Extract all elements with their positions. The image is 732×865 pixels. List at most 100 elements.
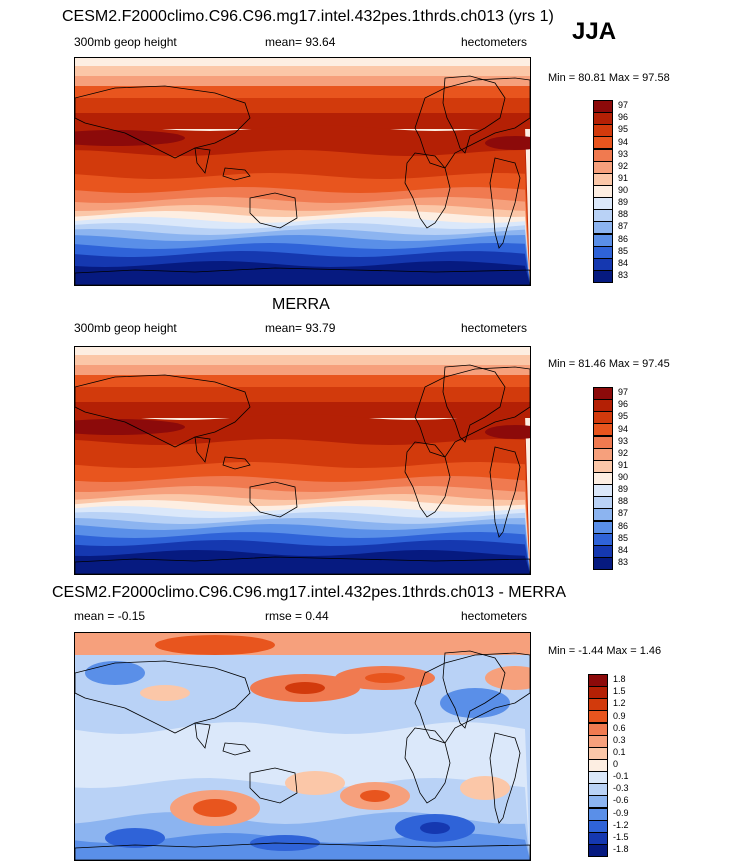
colorbar-tick-label: 0.3 <box>613 734 626 745</box>
contour-blob <box>360 790 390 802</box>
contour-blob <box>485 136 530 150</box>
colorbar-tick-label: -0.1 <box>613 771 629 782</box>
colorbar-swatch <box>588 831 608 845</box>
season-label: JJA <box>572 18 617 45</box>
coastline <box>75 556 530 574</box>
colorbar-tick-label: 0.1 <box>613 746 626 757</box>
colorbar-swatch <box>593 544 613 558</box>
contour-band <box>75 365 530 376</box>
colorbar-tick-label: 84 <box>618 257 629 268</box>
coastline <box>75 267 530 285</box>
contour-blob <box>140 685 190 701</box>
colorbar-tick-label: 97 <box>618 100 629 111</box>
colorbar-swatch <box>593 184 613 198</box>
colorbar-swatch <box>593 148 613 162</box>
colorbar-swatch <box>593 399 613 413</box>
colorbar-tick-label: -1.5 <box>613 831 629 842</box>
contour-blob <box>460 776 510 800</box>
colorbar-tick-label: 89 <box>618 484 629 495</box>
colorbar-tick-label: -0.6 <box>613 795 629 806</box>
panel-obs-mean: mean= 93.79 <box>265 321 336 335</box>
contour-blob <box>75 130 185 146</box>
colorbar-tick-label: 90 <box>618 185 629 195</box>
contour-band <box>75 86 530 99</box>
panel-obs-left-label: 300mb geop height <box>74 321 177 335</box>
colorbar-swatch <box>593 112 613 126</box>
colorbar-tick-label: 84 <box>618 544 629 555</box>
contour-blob <box>105 828 165 848</box>
coastline <box>442 75 506 154</box>
panel-diff-map-svg <box>75 633 530 860</box>
colorbar-swatch <box>593 508 613 522</box>
contour-band <box>75 66 530 77</box>
colorbar-tick-label: 1.5 <box>613 686 626 697</box>
colorbar-tick-label: 85 <box>618 245 629 256</box>
panel-diff-map <box>74 632 531 861</box>
coastline <box>489 446 521 538</box>
coastline <box>222 742 251 756</box>
colorbar-tick-label: 87 <box>618 508 629 519</box>
contour-band <box>75 76 530 87</box>
colorbar-tick-label: 92 <box>618 447 629 458</box>
panel-model-colorbar: 97 96 95 94 93 92 91 90 89 88 87 86 85 84 83 <box>593 100 663 283</box>
contour-band <box>75 355 530 366</box>
panel-model-minmax: Min = 80.81 Max = 97.58 <box>548 72 670 84</box>
coastline <box>222 456 251 470</box>
colorbar-swatch <box>588 758 608 772</box>
contour-band <box>75 550 530 574</box>
panel-diff-rmse: rmse = 0.44 <box>265 609 329 623</box>
contour-blob <box>193 799 237 817</box>
coastline <box>75 842 530 860</box>
panel-diff-units: hectometers <box>461 609 528 623</box>
colorbar-tick-label: 94 <box>618 136 629 147</box>
panel-obs-units: hectometers <box>461 321 528 335</box>
coastline <box>194 147 211 174</box>
colorbar-swatch <box>593 556 613 570</box>
coastline <box>414 652 530 744</box>
colorbar-swatch <box>588 722 608 736</box>
panel-model-units: hectometers <box>461 35 528 49</box>
contour-blob <box>285 682 325 694</box>
contour-band <box>75 347 530 356</box>
colorbar-tick-label: 95 <box>618 124 629 135</box>
colorbar-tick-label: 94 <box>618 423 629 434</box>
panel-obs-map <box>74 346 531 575</box>
coastline <box>489 157 521 249</box>
coastline <box>222 167 251 181</box>
coastline <box>194 722 211 749</box>
colorbar-tick-label: 96 <box>618 399 629 410</box>
panel-model-map-svg <box>75 58 530 285</box>
contour-blob <box>75 419 185 435</box>
contour-blob <box>285 771 345 795</box>
colorbar-tick-label: 86 <box>618 520 629 531</box>
contour-band <box>75 375 530 388</box>
colorbar-swatch <box>593 471 613 485</box>
contour-blob <box>365 673 405 683</box>
colorbar-tick-label: -0.3 <box>613 783 629 794</box>
panel-obs-colorbar: 97 96 95 94 93 92 91 90 89 88 87 86 85 84 83 <box>593 387 663 570</box>
colorbar-tick-label: -1.2 <box>613 819 629 830</box>
colorbar-tick-label: 91 <box>618 172 629 183</box>
coastline <box>442 650 506 729</box>
colorbar-tick-label: 88 <box>618 209 629 220</box>
panel-obs-minmax: Min = 81.46 Max = 97.45 <box>548 358 670 370</box>
colorbar-tick-label: 89 <box>618 197 629 208</box>
coastline <box>249 481 298 518</box>
panel-diff-title: CESM2.F2000climo.C96.C96.mg17.intel.432p… <box>52 584 567 601</box>
colorbar-tick-label: 83 <box>618 556 629 567</box>
panel-diff-minmax: Min = -1.44 Max = 1.46 <box>548 645 662 657</box>
colorbar-tick-label: 96 <box>618 112 629 123</box>
contour-band <box>75 58 530 67</box>
panel-model-map <box>74 57 531 286</box>
colorbar-tick-label: 93 <box>618 148 629 159</box>
colorbar-tick-label: 88 <box>618 496 629 507</box>
colorbar-swatch <box>593 221 613 235</box>
colorbar-swatch <box>588 795 608 809</box>
coastline <box>404 152 451 229</box>
colorbar-tick-label: 90 <box>618 472 629 482</box>
panel-diff-mean: mean = -0.15 <box>74 609 146 623</box>
panel-obs-title: MERRA <box>272 296 330 313</box>
contour-band <box>75 261 530 285</box>
colorbar-tick-label: 86 <box>618 233 629 244</box>
colorbar-tick-label: 97 <box>618 387 629 398</box>
